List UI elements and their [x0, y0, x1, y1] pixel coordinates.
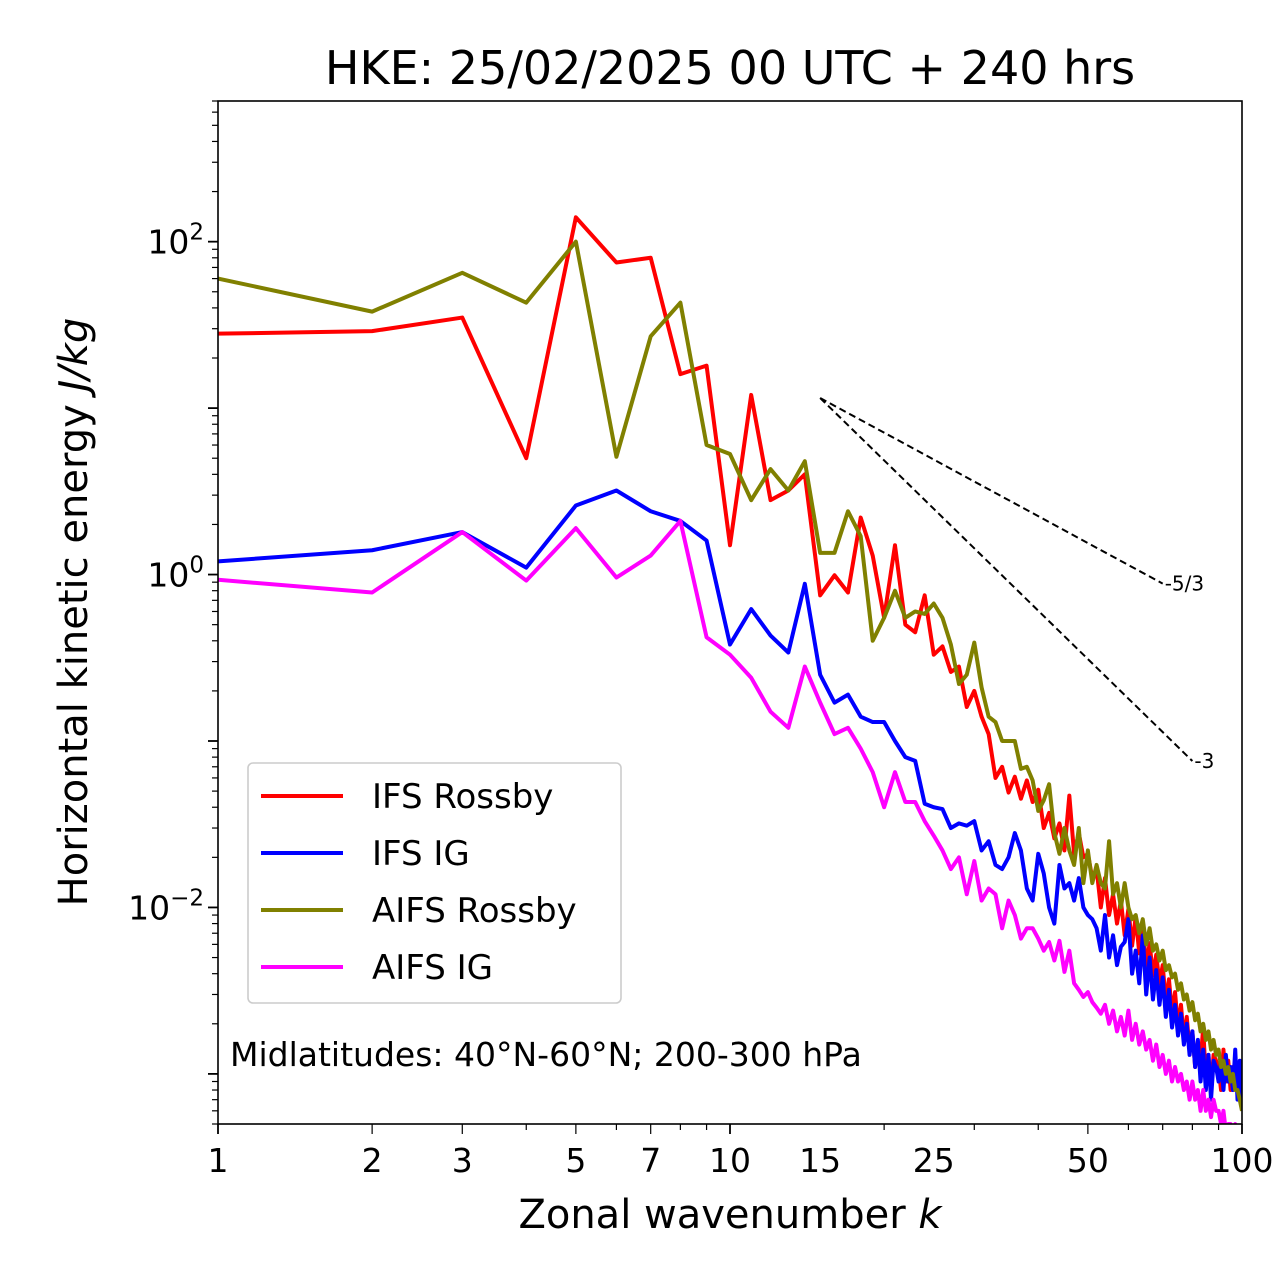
- legend-box: [247, 762, 622, 1004]
- legend-label-4: AIFS IG: [372, 948, 493, 988]
- y-axis-label: Horizontal kinetic energy J/kg: [51, 318, 97, 907]
- x-tick-label: 100: [1211, 1141, 1274, 1180]
- x-tick-label: 2: [362, 1141, 383, 1180]
- y-tick-label: 102: [147, 220, 204, 262]
- legend: IFS Rossby IFS IG AIFS Rossby AIFS IG: [247, 762, 622, 1004]
- x-axis-label-text: Zonal wavenumber: [518, 1192, 906, 1238]
- y-tick-label: 10−2: [128, 885, 204, 927]
- legend-label-3: AIFS Rossby: [372, 891, 577, 931]
- x-axis-ticks: 1 2 3 5 7 10 15 25 50 100: [208, 1124, 1274, 1180]
- series-layer: [218, 215, 1242, 1124]
- x-tick-label: 7: [640, 1141, 661, 1180]
- reference-slope-label-2: -3: [1194, 749, 1214, 773]
- y-axis-label-unit: J/kg: [51, 318, 97, 399]
- legend-label-1: IFS Rossby: [372, 777, 553, 817]
- region-annotation: Midlatitudes: 40°N-60°N; 200-300 hPa: [230, 1035, 862, 1074]
- x-tick-label: 25: [913, 1141, 955, 1180]
- x-tick-label: 15: [799, 1141, 841, 1180]
- y-tick-label: 100: [147, 553, 204, 595]
- x-axis-label: Zonal wavenumber k: [518, 1192, 943, 1238]
- reference-slope-label-1: -5/3: [1165, 572, 1204, 596]
- reference-slope-line-2: [819, 397, 1194, 762]
- x-tick-label: 5: [565, 1141, 586, 1180]
- x-tick-label: 10: [709, 1141, 751, 1180]
- series-line-2: [218, 488, 1242, 1111]
- reference-slopes: -5/3 -3: [819, 397, 1214, 773]
- series-line-3: [218, 239, 1242, 1112]
- legend-label-2: IFS IG: [372, 834, 470, 874]
- series-line-4: [218, 518, 1238, 1124]
- y-axis-label-text: Horizontal kinetic energy: [51, 404, 97, 906]
- x-tick-label: 1: [208, 1141, 229, 1180]
- x-tick-label: 50: [1067, 1141, 1109, 1180]
- x-tick-label: 3: [452, 1141, 473, 1180]
- reference-slope-line-1: [819, 397, 1164, 585]
- x-axis-label-variable: k: [918, 1192, 943, 1238]
- y-axis-ticks: 10−2 100 102: [128, 100, 218, 1125]
- chart-title: HKE: 25/02/2025 00 UTC + 240 hrs: [325, 41, 1135, 95]
